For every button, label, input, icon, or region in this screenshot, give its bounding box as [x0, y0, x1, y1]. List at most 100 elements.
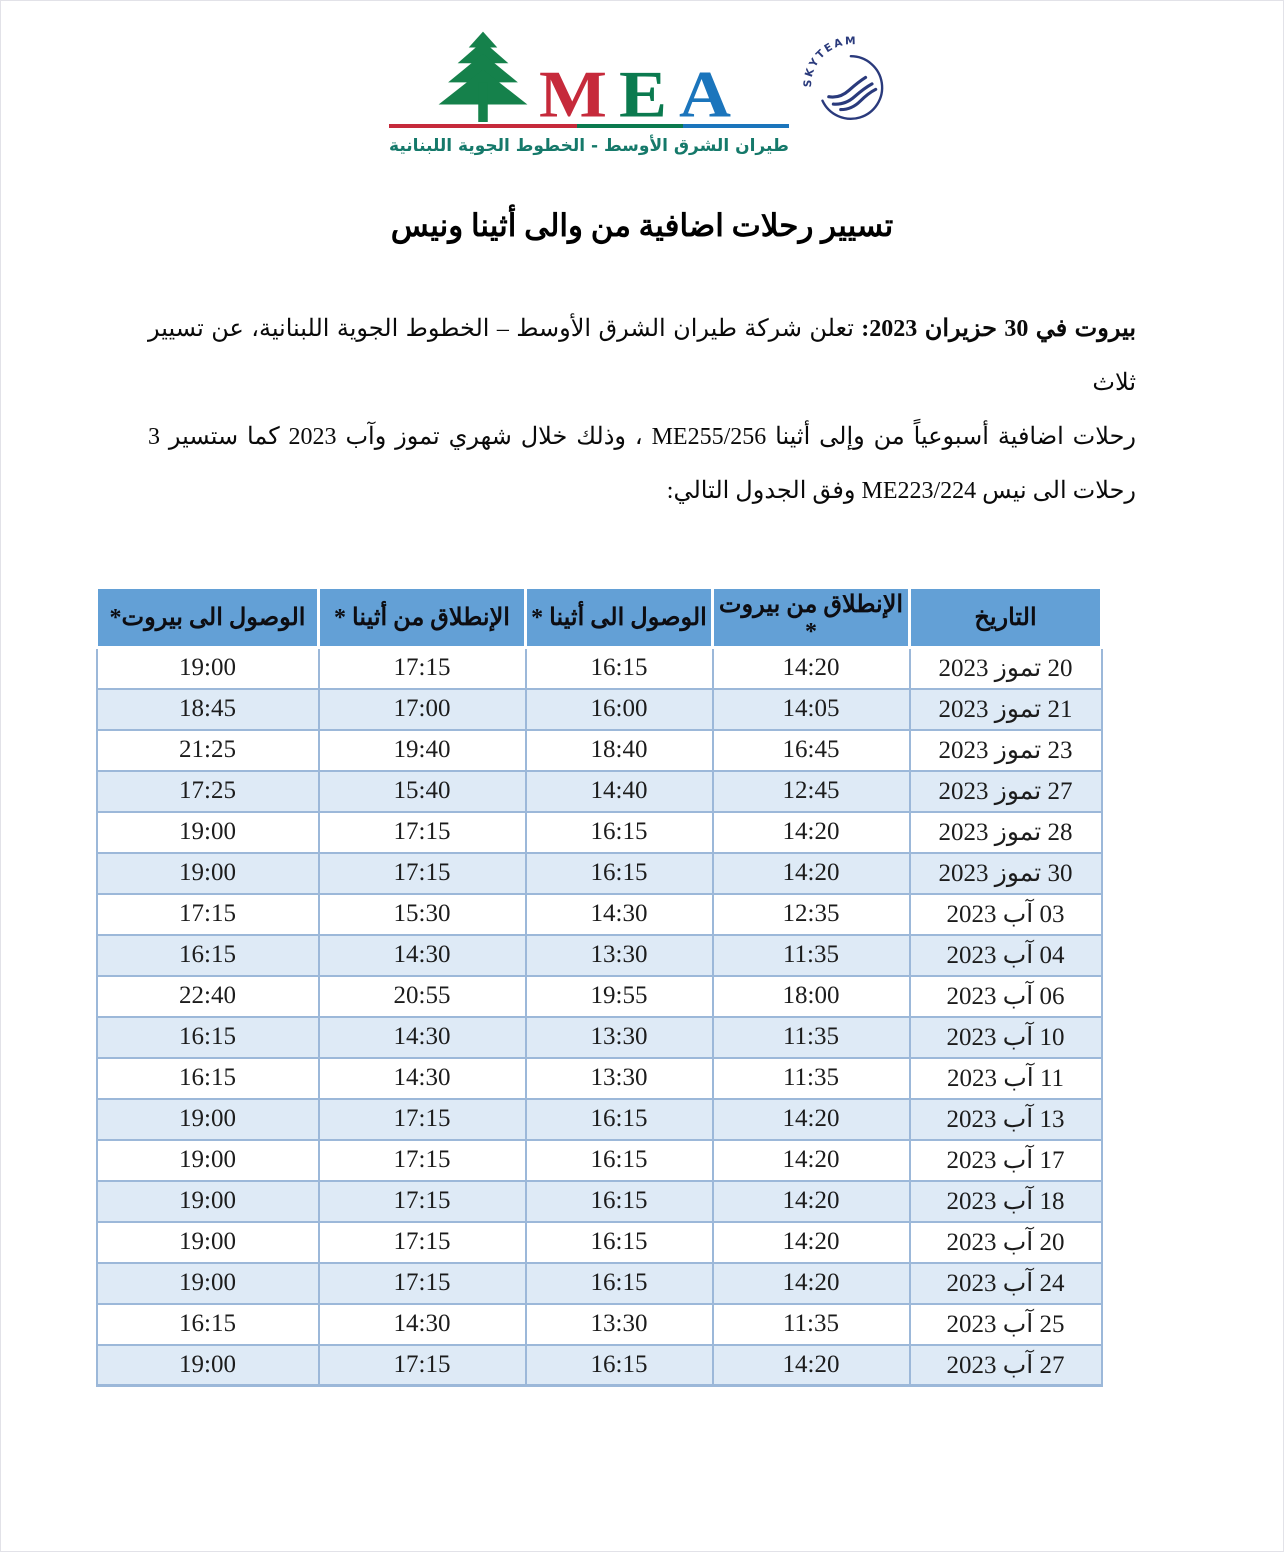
cell-arrival-beirut: 16:15 — [95, 1056, 320, 1100]
intro-line-1: بيروت في 30 حزيران 2023: تعلن شركة طيران… — [148, 302, 1136, 410]
cell-date: 11 آب 2023 — [908, 1056, 1103, 1100]
intro-paragraph: بيروت في 30 حزيران 2023: تعلن شركة طيران… — [148, 302, 1136, 518]
cedar-tree-icon — [438, 31, 528, 122]
flight-table-body: 20 تموز 2023 14:20 16:15 17:15 19:00 21 … — [95, 646, 1103, 1387]
cell-departure-beirut: 11:35 — [711, 1302, 911, 1346]
mea-letter-a: A — [678, 57, 743, 132]
cell-date: 27 تموز 2023 — [908, 769, 1103, 813]
cell-arrival-athens: 14:40 — [524, 769, 714, 813]
cell-arrival-beirut: 19:00 — [95, 1138, 320, 1182]
cell-arrival-athens: 16:15 — [524, 810, 714, 854]
intro-line-3: رحلات الى نيس ME223/224 وفق الجدول التال… — [666, 478, 1136, 504]
cell-date: 18 آب 2023 — [908, 1179, 1103, 1223]
cell-arrival-beirut: 19:00 — [95, 1179, 320, 1223]
cell-departure-beirut: 14:20 — [711, 1343, 911, 1387]
page-title: تسيير رحلات اضافية من والى أثينا ونيس — [390, 208, 894, 243]
cell-departure-athens: 20:55 — [317, 974, 527, 1018]
cell-departure-beirut: 11:35 — [711, 1015, 911, 1059]
mea-letter-e: E — [618, 57, 679, 132]
intro-line-2: رحلات اضافية أسبوعياً من وإلى أثينا ME25… — [148, 424, 1137, 450]
cell-arrival-beirut: 19:00 — [95, 851, 320, 895]
cell-departure-athens: 15:40 — [317, 769, 527, 813]
mea-baseline-rule — [389, 124, 789, 128]
cell-arrival-beirut: 17:15 — [95, 892, 320, 936]
cell-departure-athens: 17:15 — [317, 851, 527, 895]
cell-arrival-athens: 16:15 — [524, 1343, 714, 1387]
table-row: 13 آب 2023 14:20 16:15 17:15 19:00 — [95, 1097, 1103, 1141]
cell-date: 28 تموز 2023 — [908, 810, 1103, 854]
table-row: 20 آب 2023 14:20 16:15 17:15 19:00 — [95, 1220, 1103, 1264]
table-row: 18 آب 2023 14:20 16:15 17:15 19:00 — [95, 1179, 1103, 1223]
cell-departure-athens: 14:30 — [317, 1302, 527, 1346]
cell-departure-athens: 17:15 — [317, 810, 527, 854]
cell-arrival-beirut: 21:25 — [95, 728, 320, 772]
cell-departure-athens: 17:15 — [317, 1343, 527, 1387]
cell-date: 21 تموز 2023 — [908, 687, 1103, 731]
table-row: 25 آب 2023 11:35 13:30 14:30 16:15 — [95, 1302, 1103, 1346]
cell-departure-athens: 17:15 — [317, 646, 527, 690]
cell-date: 24 آب 2023 — [908, 1261, 1103, 1305]
mea-arabic-tagline: طيران الشرق الأوسط - الخطوط الجوية اللبن… — [389, 136, 789, 156]
cell-departure-beirut: 14:20 — [711, 1261, 911, 1305]
cell-date: 23 تموز 2023 — [908, 728, 1103, 772]
cell-arrival-beirut: 22:40 — [95, 974, 320, 1018]
cell-departure-athens: 19:40 — [317, 728, 527, 772]
cell-arrival-beirut: 18:45 — [95, 687, 320, 731]
cell-departure-beirut: 14:20 — [711, 1138, 911, 1182]
cell-arrival-athens: 16:15 — [524, 1220, 714, 1264]
dateline-bold: بيروت في 30 حزيران 2023: — [861, 316, 1137, 342]
cell-arrival-athens: 13:30 — [524, 1015, 714, 1059]
cell-arrival-athens: 16:15 — [524, 1097, 714, 1141]
cell-departure-athens: 17:15 — [317, 1261, 527, 1305]
cell-arrival-athens: 13:30 — [524, 933, 714, 977]
cell-departure-athens: 14:30 — [317, 1015, 527, 1059]
cell-arrival-beirut: 16:15 — [95, 933, 320, 977]
cell-arrival-athens: 18:40 — [524, 728, 714, 772]
table-row: 28 تموز 2023 14:20 16:15 17:15 19:00 — [95, 810, 1103, 854]
table-row: 11 آب 2023 11:35 13:30 14:30 16:15 — [95, 1056, 1103, 1100]
cell-arrival-athens: 16:15 — [524, 1138, 714, 1182]
flight-schedule-table: التاريخ الإنطلاق من بيروت * الوصول الى أ… — [95, 586, 1103, 1387]
skyteam-logo-icon: SKYTEAM — [803, 36, 884, 120]
cell-arrival-athens: 16:00 — [524, 687, 714, 731]
cell-departure-beirut: 14:20 — [711, 1179, 911, 1223]
cell-departure-beirut: 18:00 — [711, 974, 911, 1018]
header-arrival-beirut: الوصول الى بيروت* — [95, 586, 320, 649]
logo-header: MEA طيران الشرق الأوسط - الخطوط الجوية ا… — [0, 0, 1284, 156]
cell-departure-beirut: 14:20 — [711, 1220, 911, 1264]
cell-departure-athens: 15:30 — [317, 892, 527, 936]
table-row: 23 تموز 2023 16:45 18:40 19:40 21:25 — [95, 728, 1103, 772]
cell-departure-athens: 17:15 — [317, 1138, 527, 1182]
cell-departure-beirut: 14:20 — [711, 646, 911, 690]
cell-departure-beirut: 14:20 — [711, 1097, 911, 1141]
table-header: التاريخ الإنطلاق من بيروت * الوصول الى أ… — [95, 586, 1103, 649]
cell-departure-athens: 17:15 — [317, 1179, 527, 1223]
cell-departure-athens: 17:00 — [317, 687, 527, 731]
cell-arrival-athens: 14:30 — [524, 892, 714, 936]
table-row: 27 آب 2023 14:20 16:15 17:15 19:00 — [95, 1343, 1103, 1387]
header-date: التاريخ — [908, 586, 1103, 649]
cell-date: 10 آب 2023 — [908, 1015, 1103, 1059]
rule-segment-blue — [683, 124, 789, 128]
cell-date: 03 آب 2023 — [908, 892, 1103, 936]
cell-arrival-beirut: 19:00 — [95, 1220, 320, 1264]
cell-date: 25 آب 2023 — [908, 1302, 1103, 1346]
cell-date: 27 آب 2023 — [908, 1343, 1103, 1387]
cell-date: 20 آب 2023 — [908, 1220, 1103, 1264]
cell-departure-beirut: 16:45 — [711, 728, 911, 772]
cell-departure-athens: 17:15 — [317, 1220, 527, 1264]
cell-departure-beirut: 11:35 — [711, 933, 911, 977]
table-row: 17 آب 2023 14:20 16:15 17:15 19:00 — [95, 1138, 1103, 1182]
header-arrival-athens: الوصول الى أثينا * — [524, 586, 714, 649]
table-row: 30 تموز 2023 14:20 16:15 17:15 19:00 — [95, 851, 1103, 895]
cell-arrival-athens: 19:55 — [524, 974, 714, 1018]
cell-departure-beirut: 12:35 — [711, 892, 911, 936]
cell-date: 20 تموز 2023 — [908, 646, 1103, 690]
rule-segment-green — [577, 124, 684, 128]
cell-departure-beirut: 12:45 — [711, 769, 911, 813]
cell-arrival-athens: 13:30 — [524, 1302, 714, 1346]
table-header-row: التاريخ الإنطلاق من بيروت * الوصول الى أ… — [95, 586, 1103, 649]
cell-arrival-beirut: 19:00 — [95, 1097, 320, 1141]
cell-arrival-beirut: 19:00 — [95, 1261, 320, 1305]
svg-text:SKYTEAM: SKYTEAM — [803, 36, 858, 88]
